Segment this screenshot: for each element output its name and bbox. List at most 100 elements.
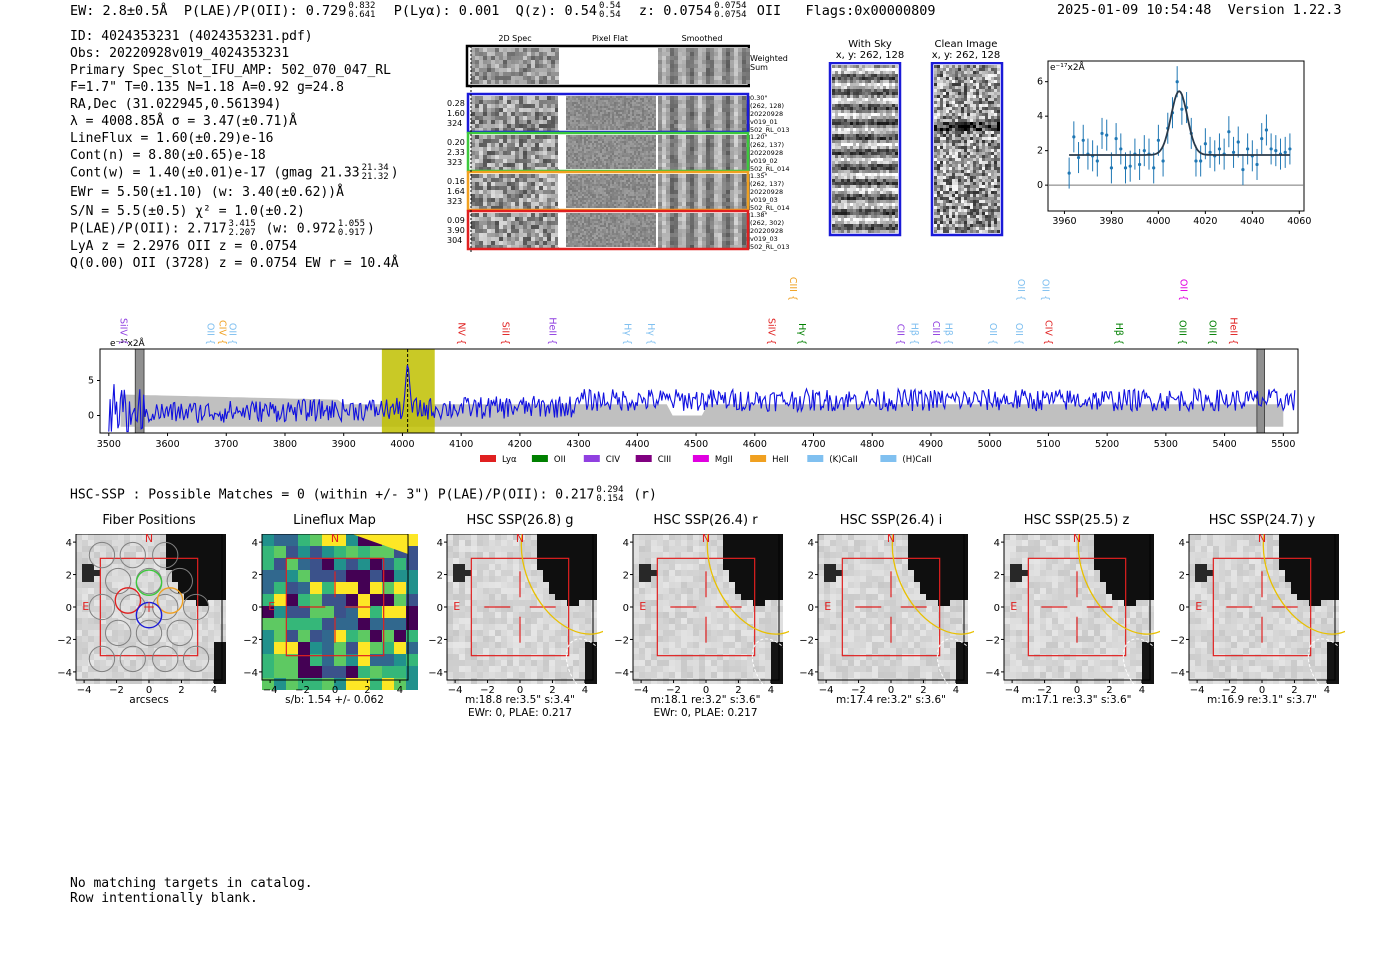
pixel xyxy=(471,213,475,217)
pixel xyxy=(503,229,507,233)
pixel xyxy=(644,184,646,186)
pixel xyxy=(644,200,646,202)
pixel xyxy=(596,245,598,247)
pixel xyxy=(507,120,511,124)
pixel xyxy=(600,217,602,219)
pixel xyxy=(652,114,654,116)
pixel xyxy=(626,188,628,190)
pixel xyxy=(574,126,576,128)
pixel xyxy=(491,190,495,194)
pixel xyxy=(539,229,543,233)
pixel xyxy=(570,202,572,204)
pixel xyxy=(576,190,578,192)
pixel xyxy=(702,135,706,139)
pixel xyxy=(479,202,483,206)
pixel xyxy=(742,174,746,178)
pixel xyxy=(608,104,610,106)
pixel xyxy=(694,206,698,210)
pixel xyxy=(610,180,612,182)
info-plae2-lo: 2.207 xyxy=(228,228,256,238)
pixel xyxy=(616,145,618,147)
pixel xyxy=(584,204,586,206)
pixel xyxy=(652,186,654,188)
pixel xyxy=(620,188,622,190)
pixel xyxy=(535,120,539,124)
pixel xyxy=(574,239,576,241)
pixel xyxy=(588,243,590,245)
pixel xyxy=(706,174,710,178)
pixel xyxy=(576,151,578,153)
pixel xyxy=(648,167,650,169)
pixel xyxy=(475,233,479,237)
pixel xyxy=(686,108,690,112)
pixel xyxy=(491,48,495,52)
pixel xyxy=(491,202,495,206)
pixel xyxy=(568,135,570,137)
pixel xyxy=(640,102,642,104)
pixel xyxy=(503,155,507,159)
pixel xyxy=(606,137,608,139)
pixel xyxy=(610,229,612,231)
pixel xyxy=(634,200,636,202)
pixel xyxy=(555,72,559,76)
pixel xyxy=(650,167,652,169)
pixel xyxy=(612,217,614,219)
pixel xyxy=(594,157,596,159)
pixel xyxy=(594,147,596,149)
pixel xyxy=(596,200,598,202)
pixel xyxy=(576,124,578,126)
pixel xyxy=(634,122,636,124)
pixel xyxy=(652,163,654,165)
pixel xyxy=(584,98,586,100)
pixel xyxy=(483,60,487,64)
pixel xyxy=(503,64,507,68)
pixel xyxy=(604,233,606,235)
pixel xyxy=(650,217,652,219)
pixel xyxy=(634,153,636,155)
pixel xyxy=(614,237,616,239)
pixel xyxy=(606,215,608,217)
pixel xyxy=(610,104,612,106)
pixel xyxy=(626,114,628,116)
pixel xyxy=(710,80,714,84)
pixel xyxy=(652,102,654,104)
pixel xyxy=(634,159,636,161)
pixel xyxy=(511,56,515,60)
pixel xyxy=(598,204,600,206)
pixel xyxy=(734,80,738,84)
pixel xyxy=(523,163,527,167)
pixel xyxy=(515,213,519,217)
pixel xyxy=(646,178,648,180)
pixel xyxy=(648,190,650,192)
pixel xyxy=(690,163,694,167)
pixel xyxy=(511,139,515,143)
pixel xyxy=(710,190,714,194)
pixel xyxy=(483,194,487,198)
pixel xyxy=(570,100,572,102)
pixel xyxy=(620,176,622,178)
pixel xyxy=(582,231,584,233)
pixel xyxy=(614,108,616,110)
pixel xyxy=(551,217,555,221)
pixel xyxy=(576,176,578,178)
pixel xyxy=(730,108,734,112)
cutout-gap xyxy=(558,174,564,208)
pixel xyxy=(646,225,648,227)
pixel xyxy=(606,194,608,196)
pixel xyxy=(503,143,507,147)
pixel xyxy=(714,52,718,56)
pixel xyxy=(674,104,678,108)
pixel xyxy=(511,213,515,217)
pixel xyxy=(475,237,479,241)
pixel xyxy=(600,178,602,180)
pixel xyxy=(572,98,574,100)
pixel xyxy=(618,139,620,141)
pixel xyxy=(584,151,586,153)
pixel xyxy=(742,124,746,128)
pixel xyxy=(662,174,666,178)
pixel xyxy=(658,68,662,72)
pixel xyxy=(642,155,644,157)
pixel xyxy=(570,108,572,110)
pixel xyxy=(471,80,475,84)
pixel xyxy=(742,167,746,171)
